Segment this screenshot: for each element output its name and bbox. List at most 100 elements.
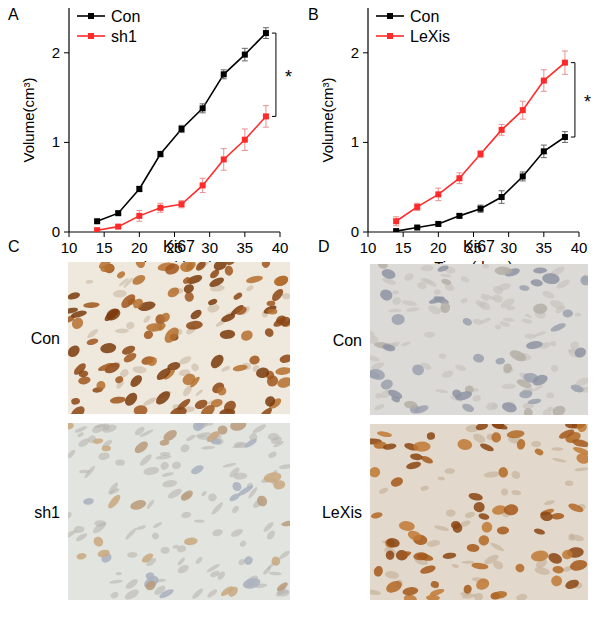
nucleus	[373, 565, 384, 577]
nucleus	[419, 564, 436, 576]
cell	[246, 284, 255, 292]
nucleus	[382, 343, 396, 352]
nucleus	[83, 497, 95, 505]
nucleus	[226, 585, 239, 599]
cell	[222, 462, 236, 468]
x-tick-label: 15	[96, 239, 113, 256]
image-title: Ki67	[163, 238, 195, 255]
point	[562, 60, 568, 66]
error-cap	[242, 128, 248, 129]
nucleus	[129, 498, 147, 511]
y-tick	[363, 52, 368, 53]
image-panel: DKi67ConLeXis	[318, 238, 592, 605]
cell	[194, 519, 205, 522]
error-cap	[520, 171, 526, 172]
nucleus	[184, 262, 197, 272]
cell	[221, 365, 231, 373]
point	[435, 221, 441, 227]
nucleus	[370, 466, 381, 479]
nucleus	[389, 476, 404, 489]
nucleus	[506, 429, 524, 439]
cell	[455, 364, 468, 373]
cell	[401, 341, 411, 347]
cell	[166, 487, 183, 501]
cell	[569, 533, 584, 542]
error-cap	[499, 135, 505, 136]
nucleus	[122, 390, 139, 408]
x-tick-label: 30	[500, 239, 517, 256]
row-label: LeXis	[322, 504, 362, 521]
nucleus	[270, 555, 281, 567]
error-cap	[242, 60, 248, 61]
nucleus	[410, 453, 424, 461]
micrograph	[68, 262, 290, 414]
chart-panel: A10152025303540012Time (days)Volume(cm³)…	[8, 6, 292, 275]
nucleus	[255, 494, 269, 508]
cell	[77, 437, 91, 449]
cell	[162, 479, 178, 488]
cell	[552, 457, 567, 463]
nucleus	[440, 278, 452, 286]
cell	[138, 453, 153, 468]
error-cap	[157, 212, 163, 213]
y-tick-label: 0	[351, 223, 359, 240]
nucleus	[437, 264, 450, 273]
nucleus	[461, 402, 475, 414]
nucleus	[134, 262, 146, 269]
point	[456, 213, 462, 219]
error-bar	[562, 51, 568, 74]
error-bar	[562, 132, 568, 143]
error-bar	[435, 188, 441, 201]
nucleus	[495, 357, 505, 365]
cell	[575, 312, 581, 316]
cell	[230, 527, 244, 538]
cell	[475, 299, 486, 309]
nucleus	[86, 337, 99, 346]
nucleus	[549, 322, 566, 334]
nucleus	[426, 595, 440, 600]
point	[157, 151, 163, 157]
nucleus	[159, 311, 172, 324]
cell	[231, 505, 240, 515]
cell	[68, 449, 77, 460]
nucleus	[479, 442, 495, 453]
cell	[146, 499, 155, 510]
nucleus	[100, 264, 114, 273]
cell	[378, 487, 389, 495]
cell	[68, 529, 78, 540]
panel-label: D	[318, 238, 330, 255]
point	[562, 134, 568, 140]
cell	[472, 432, 487, 445]
nucleus	[92, 535, 105, 549]
nucleus	[263, 471, 282, 484]
cell	[384, 570, 399, 580]
error-cap	[456, 172, 462, 173]
nucleus	[229, 423, 247, 432]
error-bar	[136, 186, 142, 191]
plot-area	[94, 28, 269, 232]
nucleus	[194, 262, 207, 272]
error-cap	[414, 210, 420, 211]
cell	[161, 471, 174, 477]
nucleus	[386, 537, 401, 548]
cell	[267, 450, 277, 459]
error-cap	[456, 183, 462, 184]
error-cap	[435, 200, 441, 201]
cell	[460, 275, 470, 283]
error-bar	[499, 191, 505, 204]
nucleus	[162, 325, 182, 346]
nucleus	[242, 555, 254, 567]
error-cap	[541, 157, 547, 158]
cell	[544, 499, 556, 506]
legend-label: Con	[111, 8, 140, 25]
cell	[533, 330, 547, 338]
error-cap	[541, 145, 547, 146]
nucleus	[570, 383, 585, 394]
nucleus	[258, 406, 274, 414]
nucleus	[503, 504, 518, 516]
cell	[510, 470, 521, 481]
nucleus	[220, 312, 236, 323]
cell	[115, 459, 125, 465]
nucleus	[245, 274, 263, 284]
nucleus	[579, 274, 588, 287]
